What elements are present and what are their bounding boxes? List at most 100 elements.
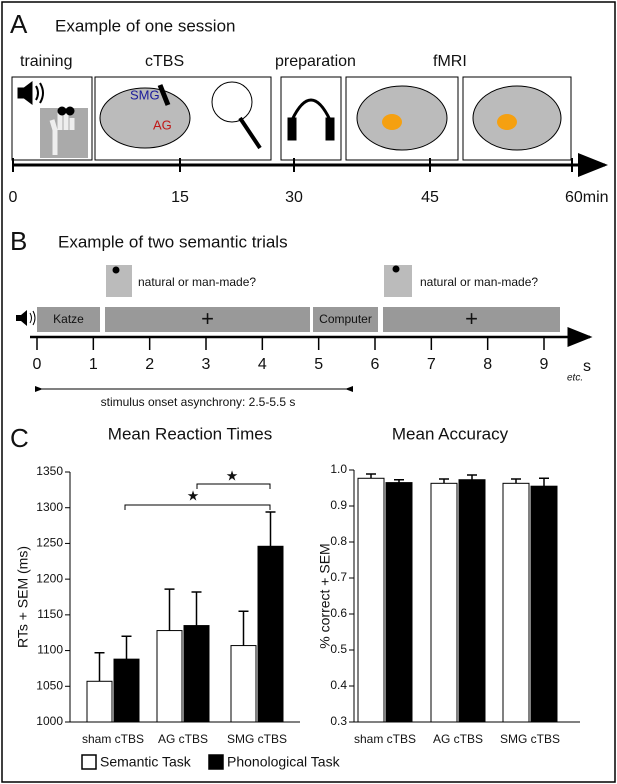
bar [86, 680, 113, 723]
bar [183, 625, 210, 723]
bar [530, 485, 558, 723]
stimulus-bar [105, 307, 310, 332]
error-bar [238, 610, 249, 646]
y-tick-label: 1150 [37, 607, 63, 621]
y-axis-label: % correct + SEM [317, 543, 333, 648]
question: natural or man-made? [420, 275, 538, 289]
brain-label: SMG [130, 87, 160, 102]
axis-unit: s [583, 358, 591, 375]
tick-label: 8 [483, 356, 492, 373]
bar [156, 630, 183, 723]
bar [502, 482, 530, 723]
panel-letter: C [10, 423, 29, 453]
panel-letter: B [10, 226, 27, 256]
stimulus-text: Katze [53, 312, 84, 326]
tick-label: 2 [145, 356, 154, 373]
error-bar [467, 474, 477, 480]
tick-label: 3 [202, 356, 211, 373]
error-bar [511, 478, 521, 484]
stage-pictures [11, 76, 572, 161]
brain-label: AG [153, 117, 172, 132]
soa-label: stimulus onset asynchrony: 2.5-5.5 s [101, 395, 296, 409]
stimulus-text: Computer [319, 312, 372, 326]
legend-label: Phonological Task [227, 754, 341, 770]
error-bar [539, 477, 549, 487]
annotation: ★ [226, 468, 239, 484]
panel-title: Example of one session [55, 16, 236, 35]
significance-bracket [124, 504, 271, 510]
y-tick-label: 1.0 [330, 462, 347, 476]
y-tick-label: 1050 [36, 678, 63, 692]
bar [357, 477, 385, 723]
tick-label: 6 [371, 356, 380, 373]
y-axis-label: RTs + SEM (ms) [15, 546, 31, 648]
error-bar [439, 478, 449, 484]
annotation: ★ [187, 488, 200, 504]
legend-label: Semantic Task [100, 754, 192, 770]
etc: etc. [567, 373, 583, 384]
tick-label: 7 [427, 356, 436, 373]
x-tick-label: sham cTBS [354, 732, 416, 746]
stage-label: fMRI [433, 53, 467, 70]
tick-label: 0 [33, 356, 42, 373]
error-bar [94, 651, 105, 682]
x-tick-label: AG cTBS [433, 732, 483, 746]
panel-letter: A [10, 9, 28, 39]
timeline-tick-label: 0 [9, 189, 18, 206]
chart-title: Mean Accuracy [392, 424, 509, 443]
tick-label: 4 [258, 356, 267, 373]
tick-label: 1 [89, 356, 98, 373]
x-tick-label: sham cTBS [82, 732, 144, 746]
y-tick-label: 0.4 [330, 678, 347, 692]
y-tick-label: 1350 [36, 464, 63, 478]
stage-label: training [20, 53, 72, 70]
y-tick-label: 0.8 [330, 534, 347, 548]
chart-title: Mean Reaction Times [108, 424, 272, 443]
significance-bracket [196, 483, 271, 489]
y-tick-label: 1000 [36, 714, 63, 728]
bar [385, 482, 413, 723]
y-tick-label: 0.9 [330, 498, 347, 512]
y-tick-label: 0.6 [330, 606, 347, 620]
tick-label: 9 [540, 356, 549, 373]
legend-swatch [208, 754, 224, 770]
bar [257, 545, 284, 723]
error-bar [265, 511, 276, 547]
error-bar [191, 591, 202, 626]
timeline-tick-label: 30 [285, 189, 303, 206]
y-tick-label: 1200 [36, 571, 63, 585]
stimulus-text: + [465, 306, 478, 331]
y-tick-label: 1250 [36, 536, 63, 550]
stimulus-bar [313, 307, 378, 332]
hand-icons [16, 265, 412, 326]
error-bar [394, 478, 404, 483]
x-tick-label: AG cTBS [158, 732, 208, 746]
stimulus-bar [383, 307, 560, 332]
error-bar [164, 588, 175, 631]
stage-label: cTBS [145, 53, 184, 70]
tick-label: 5 [314, 356, 323, 373]
error-bar [366, 473, 376, 479]
stimulus-text: + [201, 306, 214, 331]
y-tick-label: 0.5 [330, 642, 347, 656]
y-tick-label: 1100 [37, 643, 63, 657]
stimulus-bar [37, 307, 100, 332]
x-tick-label: SMG cTBS [500, 732, 560, 746]
timeline-tick-label: 15 [171, 189, 189, 206]
y-tick-label: 1300 [36, 500, 63, 514]
stimulus-bars: Katze + Computer + [37, 306, 560, 332]
y-tick-label: 0.3 [330, 714, 347, 728]
error-bar [121, 635, 132, 660]
stage-label: preparation [275, 53, 356, 70]
timeline-tick-label: 60min [565, 189, 609, 206]
bar [430, 482, 458, 723]
y-tick-label: 0.7 [330, 570, 347, 584]
bar [113, 658, 140, 723]
timeline-tick-label: 45 [421, 189, 439, 206]
panel-title: Example of two semantic trials [58, 232, 288, 251]
bar [230, 645, 257, 723]
bar [458, 479, 486, 723]
question: natural or man-made? [138, 275, 256, 289]
